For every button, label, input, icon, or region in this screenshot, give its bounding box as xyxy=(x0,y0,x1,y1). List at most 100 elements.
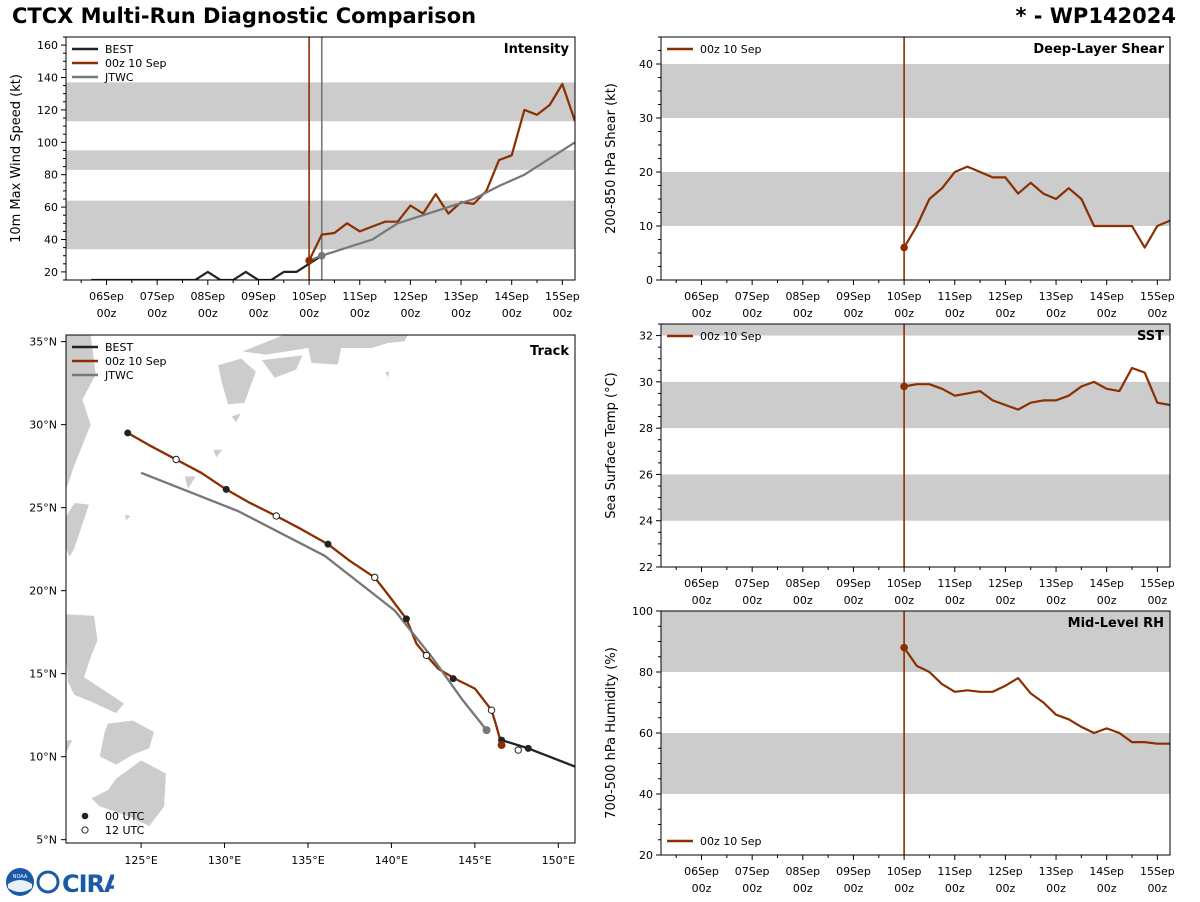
rh-xtick-hour: 00z xyxy=(996,882,1016,895)
sst-ytick-label: 24 xyxy=(639,515,653,528)
sst-band-2 xyxy=(661,324,1170,336)
track-legend-label: 00z 10 Sep xyxy=(105,355,167,368)
track-ytick-label: 5°N xyxy=(36,834,57,847)
track-point-12utc xyxy=(272,512,280,520)
track-title: Track xyxy=(530,344,569,359)
track-ytick-label: 30°N xyxy=(29,419,57,432)
intensity-ytick-label: 160 xyxy=(37,39,58,52)
intensity-xtick-hour: 00z xyxy=(502,307,522,320)
shear-xtick-hour: 00z xyxy=(742,307,762,320)
rh-xtick-date: 11Sep xyxy=(937,865,972,878)
shear-band-0 xyxy=(661,172,1170,226)
sst-xtick-date: 12Sep xyxy=(988,577,1023,590)
intensity-series-jtwc xyxy=(308,141,575,262)
track-point-initial xyxy=(497,741,506,750)
track-point-12utc xyxy=(422,651,431,660)
intensity-xtick-date: 10Sep xyxy=(292,290,327,303)
rh-xtick-hour: 00z xyxy=(894,882,914,895)
land-mindanao xyxy=(90,759,167,827)
page-title: CTCX Multi-Run Diagnostic Comparison xyxy=(12,4,477,28)
shear-xtick-hour: 00z xyxy=(844,307,864,320)
shear-xtick-hour: 00z xyxy=(1147,307,1167,320)
rh-xtick-date: 15Sep xyxy=(1140,865,1175,878)
intensity-xtick-date: 14Sep xyxy=(494,290,529,303)
track-legend-00utc-marker xyxy=(81,812,89,820)
rh-xtick-date: 08Sep xyxy=(785,865,820,878)
intensity-panel: 20 40 60 80 100 120 140 160 06Sep 00z 07Sep 00z 08Se… xyxy=(9,36,580,320)
sst-panel: 22 24 26 28 30 32 06Sep 00z 07Sep 00z 08Sep 00z 09Se… xyxy=(604,323,1175,607)
track-point-00utc xyxy=(124,429,132,437)
sst-plot-area xyxy=(661,324,1170,567)
intensity-xtick-hour: 00z xyxy=(249,307,269,320)
track-map-area xyxy=(66,335,575,827)
shear-xtick-hour: 00z xyxy=(996,307,1016,320)
logo: NOAA CIRA xyxy=(4,866,124,898)
intensity-xtick-date: 09Sep xyxy=(241,290,276,303)
rh-ytick-label: 60 xyxy=(639,727,653,740)
sst-xtick-hour: 00z xyxy=(1097,594,1117,607)
intensity-ytick-label: 140 xyxy=(37,72,58,85)
intensity-band-1 xyxy=(66,150,575,170)
sst-xtick-hour: 00z xyxy=(894,594,914,607)
sst-xtick-hour: 00z xyxy=(742,594,762,607)
storm-id: * - WP142024 xyxy=(1015,4,1176,28)
rh-ytick-label: 40 xyxy=(639,788,653,801)
land-palawan xyxy=(66,739,74,754)
shear-ytick-label: 10 xyxy=(639,220,653,233)
shear-band-1 xyxy=(661,64,1170,118)
track-point-00utc xyxy=(402,615,410,623)
noaa-label: NOAA xyxy=(13,874,28,880)
sst-xtick-hour: 00z xyxy=(1046,594,1066,607)
land-honshu xyxy=(240,335,409,366)
track-xtick-label: 140°E xyxy=(375,854,408,867)
sst-ytick-label: 30 xyxy=(639,376,653,389)
track-point-12utc xyxy=(371,573,379,582)
sst-band-0 xyxy=(661,474,1170,521)
land-luzon xyxy=(66,613,125,714)
rh-xtick-hour: 00z xyxy=(1046,882,1066,895)
sst-ylabel: Sea Surface Temp (°C) xyxy=(604,372,619,519)
shear-ytick-label: 40 xyxy=(639,58,653,71)
intensity-xtick-hour: 00z xyxy=(147,307,167,320)
sst-legend-label: 00z 10 Sep xyxy=(700,330,762,343)
shear-xtick-hour: 00z xyxy=(1046,307,1066,320)
intensity-xtick-hour: 00z xyxy=(198,307,218,320)
sst-xtick-date: 14Sep xyxy=(1089,577,1124,590)
track-ytick-label: 10°N xyxy=(29,751,57,764)
track-line-run xyxy=(127,431,503,746)
intensity-ytick-label: 80 xyxy=(44,169,58,182)
intensity-legend-label: JTWC xyxy=(104,71,134,84)
rh-legend-label: 00z 10 Sep xyxy=(700,835,762,848)
track-legend-label: JTWC xyxy=(104,369,134,382)
track-point-initial xyxy=(482,726,491,735)
shear-ytick-label: 0 xyxy=(646,274,653,287)
intensity-start-point-1 xyxy=(317,251,326,260)
intensity-ytick-label: 20 xyxy=(44,266,58,279)
sst-xtick-hour: 00z xyxy=(996,594,1016,607)
sst-xtick-date: 15Sep xyxy=(1140,577,1175,590)
track-ytick-label: 20°N xyxy=(29,585,57,598)
sst-xtick-date: 11Sep xyxy=(937,577,972,590)
shear-ytick-label: 20 xyxy=(639,166,653,179)
track-panel: 125°E 130°E 135°E 140°E 145°E 150°E 5°N 10°N 15°… xyxy=(29,334,576,867)
sst-series-run xyxy=(903,366,1170,411)
shear-legend-label: 00z 10 Sep xyxy=(700,43,762,56)
shear-xtick-hour: 00z xyxy=(793,307,813,320)
intensity-xtick-date: 06Sep xyxy=(89,290,124,303)
shear-series-run xyxy=(903,165,1170,249)
land-china-coast xyxy=(66,335,97,492)
shear-xtick-hour: 00z xyxy=(1097,307,1117,320)
globe-icon xyxy=(36,870,60,894)
intensity-series-run xyxy=(308,82,575,262)
rh-xtick-hour: 00z xyxy=(945,882,965,895)
rh-xtick-date: 14Sep xyxy=(1089,865,1124,878)
track-frame xyxy=(65,334,576,844)
track-ytick-label: 15°N xyxy=(29,668,57,681)
intensity-xtick-date: 07Sep xyxy=(140,290,175,303)
sst-xtick-date: 09Sep xyxy=(836,577,871,590)
track-point-00utc xyxy=(449,675,457,683)
shear-xtick-date: 15Sep xyxy=(1140,290,1175,303)
shear-ylabel: 200-850 hPa Shear (kt) xyxy=(604,83,619,234)
track-xtick-label: 145°E xyxy=(458,854,491,867)
track-line-best xyxy=(501,739,575,768)
